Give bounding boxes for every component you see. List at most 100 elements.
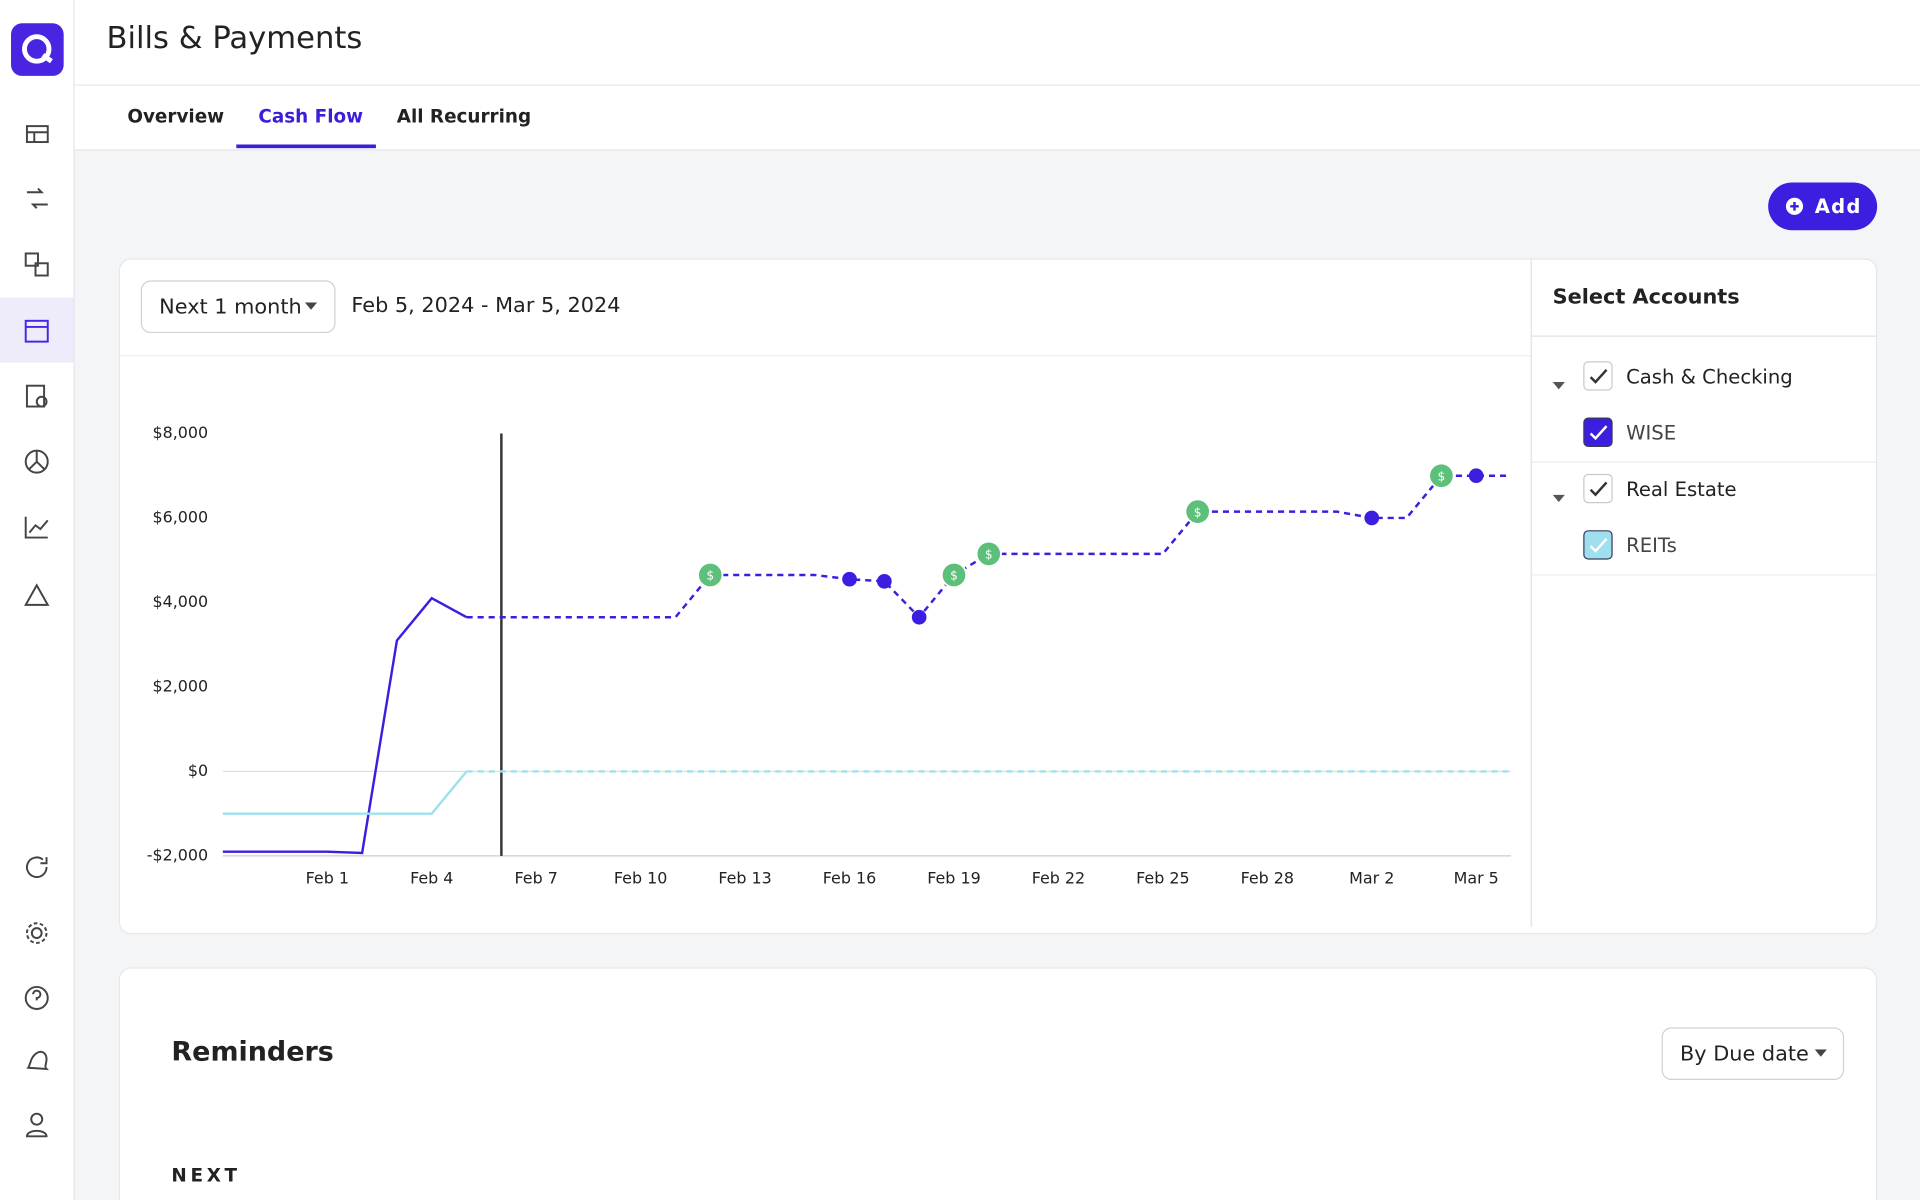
- accounts-panel: Select Accounts Cash & Checking WISE Real …: [1531, 260, 1876, 933]
- checkbox[interactable]: [1583, 473, 1613, 504]
- y-tick-label: $6,000: [152, 507, 208, 526]
- x-tick-label: Feb 7: [515, 869, 558, 888]
- reminders-card: Reminders By Due date NEXT: [118, 967, 1878, 1200]
- icon-line: [25, 1129, 48, 1138]
- account-name: WISE: [1626, 421, 1677, 445]
- icon-settings[interactable]: [30, 927, 43, 939]
- income-marker: [1184, 498, 1211, 525]
- divider: [74, 84, 1920, 86]
- y-tick-label: $4,000: [152, 592, 208, 611]
- page-title: Bills & Payments: [106, 19, 363, 56]
- logo-mark: [41, 53, 53, 64]
- icon-profile[interactable]: [30, 1112, 44, 1126]
- income-marker-label: $: [1194, 505, 1202, 519]
- sort-label: By Due date: [1680, 1042, 1809, 1067]
- x-tick-label: Mar 5: [1454, 869, 1499, 888]
- icon-help[interactable]: [24, 985, 49, 1010]
- x-tick-label: Feb 13: [718, 869, 771, 888]
- icon-line: [25, 922, 48, 944]
- x-tick-label: Feb 22: [1032, 869, 1085, 888]
- income-marker-label: $: [950, 569, 958, 583]
- income-marker: [697, 561, 724, 589]
- tab-active[interactable]: Cash Flow: [258, 105, 364, 128]
- checkbox[interactable]: [1583, 361, 1613, 391]
- divider: [1530, 259, 1532, 927]
- account-name: REITs: [1626, 533, 1677, 558]
- y-tick-label: $0: [188, 761, 208, 780]
- icon-transactions[interactable]: [26, 187, 48, 209]
- y-tick-label: -$2,000: [147, 845, 208, 864]
- add-label: Add: [1814, 194, 1862, 218]
- caret[interactable]: [1552, 371, 1565, 390]
- income-marker-label: $: [706, 569, 714, 583]
- expense-marker: [1468, 468, 1484, 484]
- icon-notifications[interactable]: [26, 1050, 50, 1071]
- icon-dashboard[interactable]: [25, 125, 49, 144]
- y-tick-label: $8,000: [152, 423, 208, 442]
- expense-marker: [842, 571, 857, 587]
- sidebar: [0, 0, 75, 1200]
- x-tick-label: Feb 25: [1136, 869, 1189, 888]
- chart: -$2,000 $0 $2,000 $4,000 $6,000 $8,000 Feb 1 Fe…: [147, 423, 1512, 888]
- caret: [304, 302, 318, 310]
- series-line: [466, 474, 1512, 620]
- divider: [1531, 461, 1876, 463]
- group-name: Real Estate: [1626, 477, 1737, 501]
- logo-mark: [22, 34, 52, 64]
- tab[interactable]: Overview: [127, 105, 225, 128]
- x-tick-label: Feb 16: [823, 869, 876, 888]
- income-marker-label: $: [1437, 469, 1445, 483]
- tab-underline: [236, 144, 376, 149]
- x-tick-label: Feb 19: [927, 869, 980, 888]
- sort-dropdown[interactable]: By Due date: [1661, 1027, 1845, 1080]
- date-range: Feb 5, 2024 - Mar 5, 2024: [351, 293, 621, 319]
- add-button[interactable]: Add: [1768, 182, 1878, 231]
- range-dropdown[interactable]: Next 1 month: [140, 280, 336, 334]
- icon-planning[interactable]: [24, 583, 50, 606]
- x-tick-label: Feb 28: [1241, 869, 1294, 888]
- caret[interactable]: [1552, 484, 1565, 503]
- x-tick-label: Feb 4: [410, 869, 453, 888]
- expense-marker: [876, 573, 892, 589]
- logo[interactable]: [11, 23, 64, 76]
- y-tick-label: $2,000: [152, 676, 208, 695]
- series-line: [222, 596, 468, 855]
- section-label: NEXT: [171, 1164, 241, 1187]
- icon-line: [32, 989, 42, 1001]
- plus-icon: [1785, 197, 1804, 215]
- icon-refresh[interactable]: [25, 856, 48, 879]
- caret: [1814, 1049, 1827, 1057]
- income-marker: [940, 561, 968, 589]
- expense-marker: [1364, 510, 1380, 526]
- checkbox[interactable]: [1583, 417, 1613, 447]
- icon-line: [34, 262, 49, 277]
- x-tick-label: Feb 10: [614, 869, 667, 888]
- icon-bills[interactable]: [24, 319, 49, 343]
- checkbox[interactable]: [1583, 530, 1613, 560]
- divider: [1531, 335, 1876, 337]
- expense-marker: [911, 609, 927, 625]
- income-marker: [975, 540, 1002, 568]
- icon-line: [28, 450, 45, 470]
- income-marker-label: $: [985, 548, 993, 562]
- divider: [1531, 574, 1876, 576]
- income-marker: [1428, 462, 1455, 489]
- icon-reports[interactable]: [25, 384, 46, 408]
- reminders-title: Reminders: [171, 1037, 334, 1068]
- icon-accounts[interactable]: [24, 252, 39, 267]
- icon-line: [35, 395, 48, 408]
- group-name: Cash & Checking: [1626, 364, 1793, 389]
- active-nav-bg: [0, 297, 74, 363]
- sidebar-icons: [0, 23, 74, 1138]
- x-tick-label: Feb 1: [306, 869, 349, 888]
- range-label: Next 1 month: [159, 295, 302, 320]
- divider: [120, 355, 1532, 357]
- panel-title: Select Accounts: [1552, 285, 1740, 310]
- cash-flow-card: Next 1 month Feb 5, 2024 - Mar 5, 2024 S…: [118, 258, 1878, 935]
- tab[interactable]: All Recurring: [396, 105, 532, 128]
- top-bar: Bills & Payments Overview Cash Flow All …: [74, 0, 1920, 151]
- icon-investments[interactable]: [24, 516, 49, 539]
- series-line: [222, 770, 468, 815]
- x-tick-label: Mar 2: [1349, 869, 1394, 888]
